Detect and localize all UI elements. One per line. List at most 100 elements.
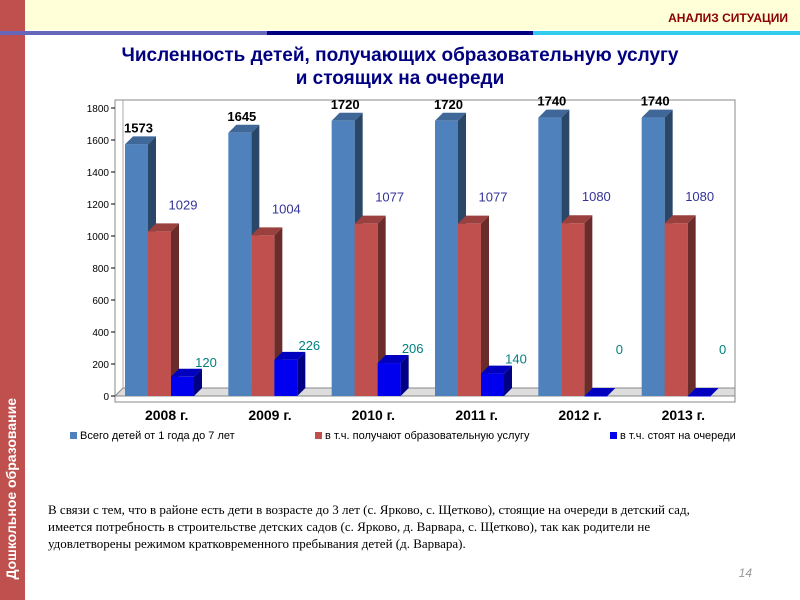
x-tick-label: 2010 г. [352,407,395,423]
y-tick-label: 400 [92,328,109,339]
bar-top [251,227,283,236]
bar-top [435,112,466,121]
data-label: 1080 [685,189,714,204]
bar-top [687,388,719,396]
y-tick-label: 1600 [87,136,110,147]
bar [171,376,194,396]
bar-top [331,112,363,121]
data-label: 1077 [479,190,508,205]
bar [561,223,585,396]
bar [354,223,378,396]
bar-side [481,215,489,396]
bar-top [538,109,570,118]
data-label: 1077 [375,190,404,205]
plot-frame [114,99,736,403]
y-tick-label: 1000 [87,232,110,243]
data-label: 140 [505,352,527,367]
bar-side [504,365,512,396]
bar [687,396,711,397]
bar-side [400,355,409,396]
x-tick-label: 2009 г. [248,407,291,423]
legend-swatch [70,432,77,439]
legend-label: в т.ч. стоят на очереди [620,430,736,442]
bar [458,223,481,396]
data-label: 1720 [434,97,463,112]
bar-top [125,136,156,145]
data-label: 1573 [124,120,153,135]
stripe-1 [0,31,267,35]
bar-top [377,355,409,364]
bar [331,120,355,397]
bar-top [584,388,616,396]
bar-side [171,223,179,396]
stripe-2 [266,31,534,35]
bar-side [194,368,202,396]
bar-top [561,215,593,224]
bar [538,117,562,396]
stripe-3 [533,31,800,35]
y-tick-label: 600 [92,296,109,307]
bar-top [274,351,306,360]
data-label: 1029 [169,197,198,212]
data-label: 1645 [227,109,256,124]
bar-side [584,215,593,396]
y-tick-label: 800 [92,264,109,275]
bar-top [148,223,179,232]
y-tick-label: 1800 [87,104,110,115]
slide-title: Численность детей, получающих образовате… [120,44,680,90]
legend-item: Всего детей от 1 года до 7 лет [70,430,235,442]
note-text: В связи с тем, что в районе есть дети в … [48,502,690,551]
data-label: 226 [298,338,320,353]
y-tick-label: 1400 [87,168,110,179]
data-label: 1720 [331,97,360,112]
y-tick-label: 0 [103,392,109,403]
bar [584,396,608,397]
data-label: 1080 [582,189,611,204]
data-label: 1740 [537,94,566,109]
bar-side [687,215,696,396]
legend-swatch [315,432,322,439]
bar [664,223,688,396]
header-band [25,0,800,30]
bar-top [354,215,386,224]
bar-top [458,215,489,224]
x-tick-label: 2012 г. [558,407,601,423]
bar-side [377,215,386,396]
bar [274,359,298,396]
bar-side [297,351,306,396]
bar [435,120,458,397]
bar [377,363,401,396]
bar-top [481,365,512,374]
legend-item: в т.ч. стоят на очереди [610,430,736,442]
bar-top [641,109,673,118]
bar-top [171,368,202,377]
bar [228,132,252,397]
bar-top [664,215,696,224]
x-tick-label: 2008 г. [145,407,188,423]
x-tick-label: 2013 г. [662,407,705,423]
section-title: АНАЛИЗ СИТУАЦИИ [668,11,788,25]
data-label: 0 [616,342,623,357]
data-label: 1004 [272,201,301,216]
legend-swatch [610,432,617,439]
bar [148,231,171,396]
legend-item: в т.ч. получают образовательную услугу [315,430,530,442]
title-line-1: Численность детей, получающих образовате… [121,45,679,66]
bar [641,117,665,396]
y-tick-label: 200 [92,360,109,371]
data-label: 0 [719,342,726,357]
title-line-2: и стоящих на очереди [295,68,505,89]
legend-label: в т.ч. получают образовательную услугу [325,430,530,442]
page-number: 14 [738,566,752,580]
bar [125,144,148,396]
header-stripe [0,31,800,35]
data-label: 120 [195,355,217,370]
bar [251,235,275,396]
y-tick-label: 1200 [87,200,110,211]
x-tick-label: 2011 г. [455,407,498,423]
data-label: 206 [402,341,424,356]
bar [481,373,504,396]
data-label: 1740 [641,94,670,109]
bar-top [228,124,260,133]
